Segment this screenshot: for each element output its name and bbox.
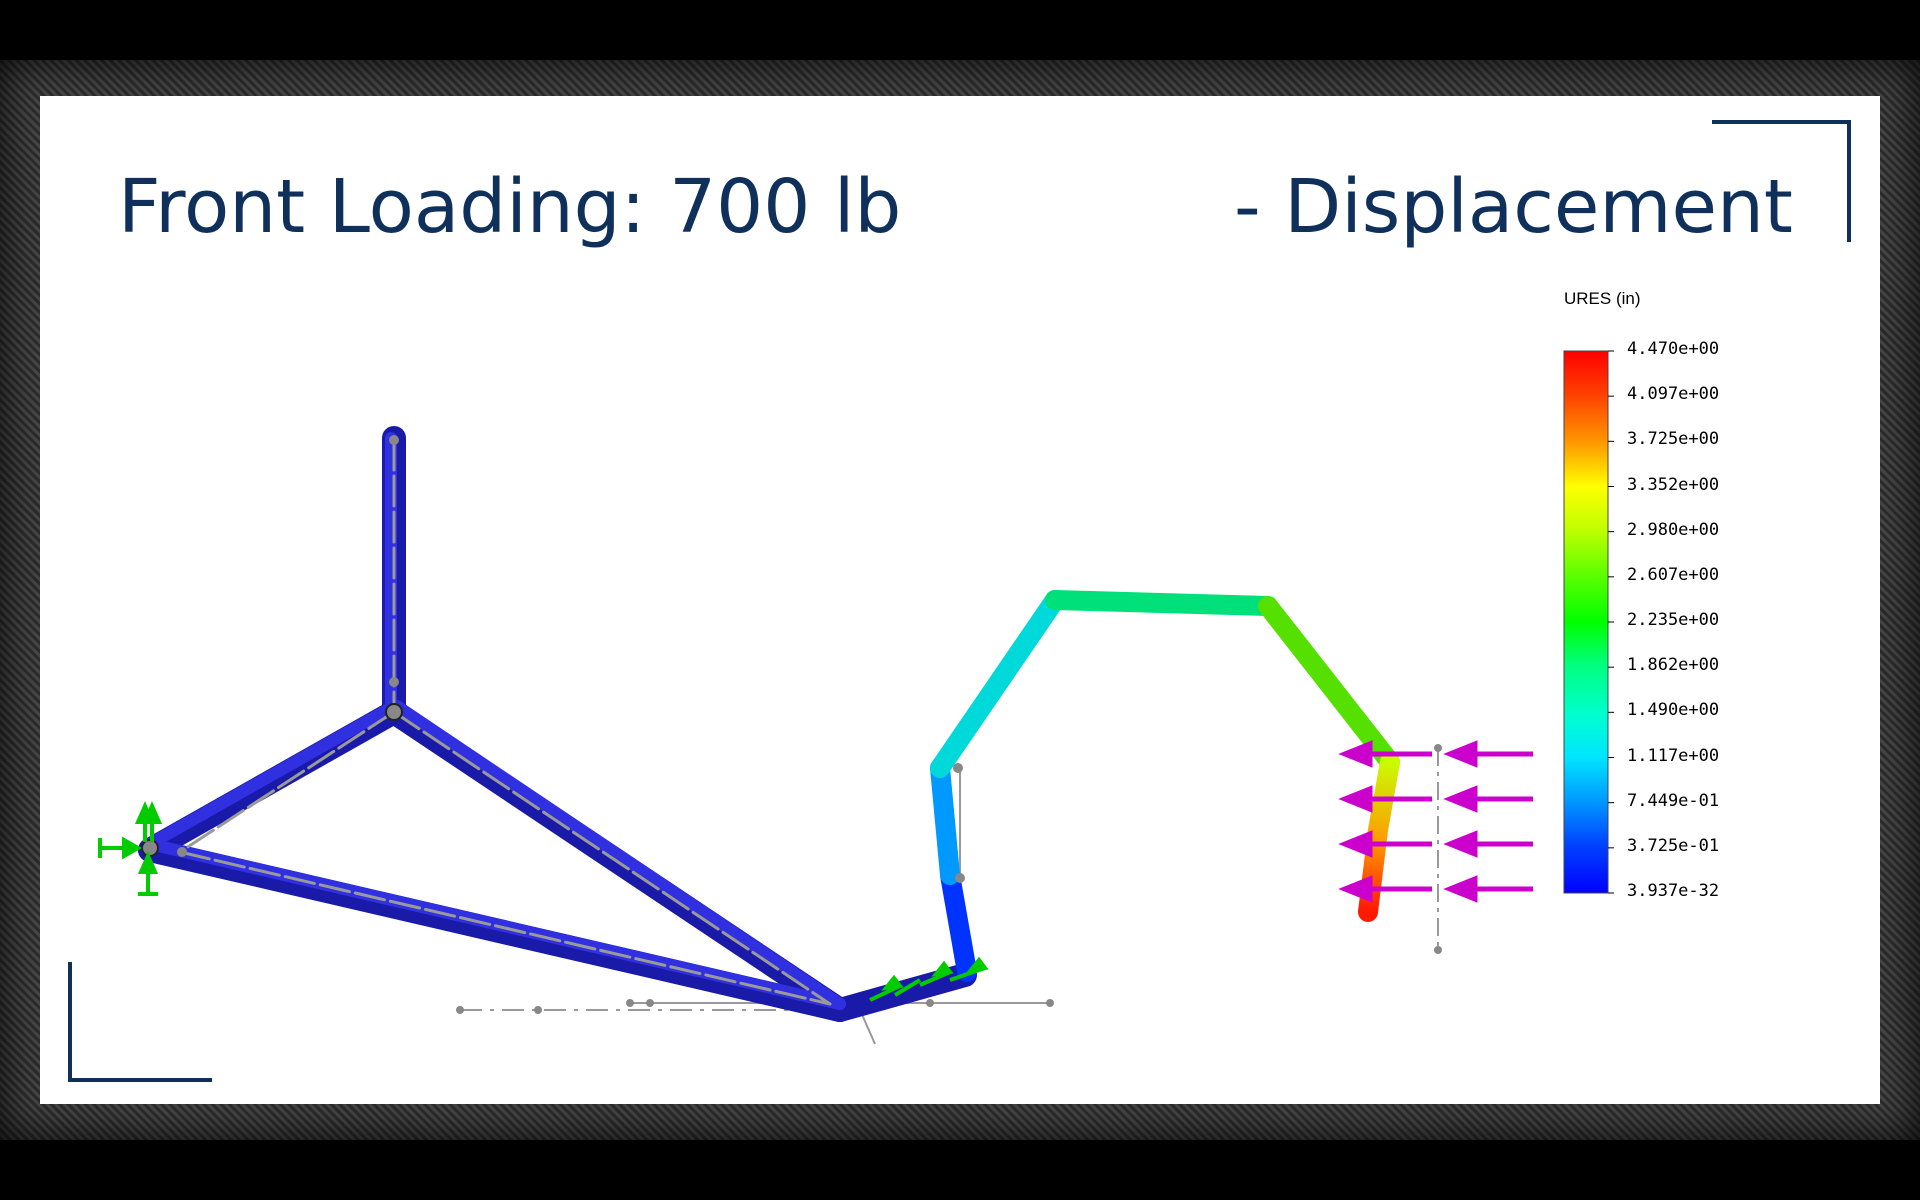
fixture-icon	[98, 801, 163, 896]
legend-tick-label: 3.725e-01	[1627, 835, 1720, 856]
slide-title-suffix: - Displacement	[1234, 164, 1793, 250]
corner-bracket-top-right	[1712, 120, 1851, 242]
roll-hoop-deformed	[930, 590, 1400, 982]
legend-colorbar	[1563, 350, 1614, 894]
legend-tick-label: 3.937e-32	[1627, 881, 1720, 901]
slide-title: Front Loading: 700 lb	[118, 164, 902, 250]
legend-tick-label: 2.980e+00	[1627, 519, 1720, 540]
legend-tick-label: 1.117e+00	[1627, 745, 1720, 766]
legend-tick-label: 2.607e+00	[1627, 564, 1720, 585]
legend-tick-label: 4.097e+00	[1627, 384, 1720, 405]
fixture-icon	[869, 956, 989, 1002]
legend-tick-label: 1.490e+00	[1627, 700, 1720, 721]
load-arrows	[1338, 740, 1533, 903]
legend-tick-label: 3.352e+00	[1627, 474, 1720, 495]
legend-tick-label: 1.862e+00	[1627, 655, 1720, 676]
corner-bracket-bottom-left	[68, 962, 212, 1082]
legend-tick-label: 4.470e+00	[1627, 339, 1720, 359]
rear-frame-members	[138, 426, 977, 1022]
legend-tick-label: 7.449e-01	[1627, 790, 1720, 811]
legend-tick-label: 2.235e+00	[1627, 610, 1720, 630]
legend-title: URES (in)	[1564, 289, 1641, 308]
legend-tick-label: 3.725e+00	[1627, 429, 1720, 450]
